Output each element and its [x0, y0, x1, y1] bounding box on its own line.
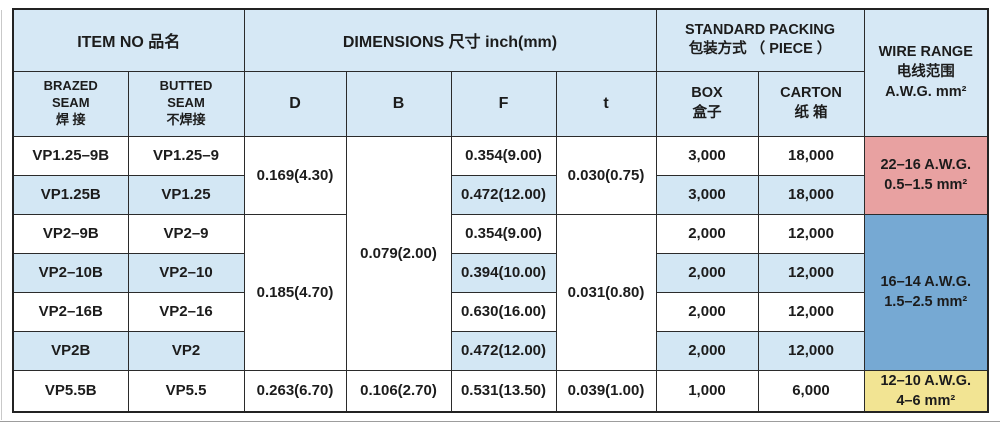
butted-cell: VP1.25: [127, 174, 245, 215]
carton-cell: 18,000: [757, 135, 865, 176]
dim-t-cell: 0.031(0.80): [555, 213, 657, 371]
dim-d-cell: 0.263(6.70): [243, 369, 347, 413]
wire-range-cell: 16–14 A.W.G. 1.5–2.5 mm²: [863, 213, 989, 371]
dim-d-cell: 0.169(4.30): [243, 135, 347, 215]
dim-f-cell: 0.472(12.00): [450, 174, 557, 215]
butted-cell: VP2–10: [127, 252, 245, 293]
table-row: VP1.25–9B VP1.25–9 0.169(4.30) 0.079(2.0…: [12, 135, 989, 371]
table-row: VP2–16B VP2–16 0.630(16.00) 2,000 12,000: [12, 291, 988, 332]
dim-b-cell: 0.079(2.00): [345, 135, 452, 371]
dim-b-cell: 0.106(2.70): [345, 369, 452, 413]
box-cell: 3,000: [655, 135, 759, 176]
standard-packing-header: STANDARD PACKING 包装方式 （ PIECE ）: [655, 8, 865, 72]
col-f-header: F: [450, 70, 557, 137]
box-cell: 2,000: [655, 291, 759, 332]
page-bottom-rule: [0, 421, 1000, 422]
carton-cell: 6,000: [757, 369, 865, 413]
dim-f-cell: 0.531(13.50): [450, 369, 557, 413]
carton-cell: 12,000: [757, 291, 865, 332]
box-cell: 1,000: [655, 369, 759, 413]
wire-range-cell: 12–10 A.W.G. 4–6 mm²: [863, 369, 989, 413]
dim-f-cell: 0.354(9.00): [450, 135, 557, 176]
butted-cell: VP2–9: [127, 213, 245, 254]
brazed-cell: VP2–16B: [12, 291, 129, 332]
brazed-cell: VP1.25B: [12, 174, 129, 215]
brazed-cell: VP2–10B: [12, 252, 129, 293]
butted-cell: VP1.25–9: [127, 135, 245, 176]
page-edge-line: [1, 10, 2, 420]
box-cell: 2,000: [655, 252, 759, 293]
table-row: VP2B VP2 0.472(12.00) 2,000 12,000: [12, 330, 988, 371]
col-d-header: D: [243, 70, 347, 137]
dim-f-cell: 0.630(16.00): [450, 291, 557, 332]
table-row: VP5.5B VP5.5 0.263(6.70) 0.106(2.70) 0.5…: [12, 369, 989, 413]
dim-t-cell: 0.039(1.00): [555, 369, 657, 413]
item-no-header: ITEM NO 品名: [12, 8, 245, 72]
brazed-cell: VP1.25–9B: [12, 135, 129, 176]
wire-range-header: WIRE RANGE 电线范围 A.W.G. mm²: [863, 8, 989, 137]
table-row: VP1.25B VP1.25 0.472(12.00) 3,000 18,000: [12, 174, 988, 215]
carton-cell: 18,000: [757, 174, 865, 215]
wire-range-cell: 22–16 A.W.G. 0.5–1.5 mm²: [863, 135, 989, 215]
box-cell: 3,000: [655, 174, 759, 215]
table-row: VP2–10B VP2–10 0.394(10.00) 2,000 12,000: [12, 252, 988, 293]
box-cell: 2,000: [655, 213, 759, 254]
brazed-cell: VP5.5B: [12, 369, 129, 413]
brazed-seam-header: BRAZED SEAM 焊 接: [12, 70, 129, 137]
butted-cell: VP2–16: [127, 291, 245, 332]
butted-seam-header: BUTTED SEAM 不焊接: [127, 70, 245, 137]
dim-f-cell: 0.354(9.00): [450, 213, 557, 254]
box-cell: 2,000: [655, 330, 759, 371]
dim-d-cell: 0.185(4.70): [243, 213, 347, 371]
col-t-header: t: [555, 70, 657, 137]
header-column-row: BRAZED SEAM 焊 接 BUTTED SEAM 不焊接 D B F t …: [12, 70, 988, 137]
col-b-header: B: [345, 70, 452, 137]
header-group-row: ITEM NO 品名 DIMENSIONS 尺寸 inch(mm) STANDA…: [12, 8, 989, 137]
dim-f-cell: 0.394(10.00): [450, 252, 557, 293]
butted-cell: VP2: [127, 330, 245, 371]
carton-cell: 12,000: [757, 213, 865, 254]
carton-cell: 12,000: [757, 330, 865, 371]
dimensions-header: DIMENSIONS 尺寸 inch(mm): [243, 8, 657, 72]
carton-header: CARTON 纸 箱: [757, 70, 865, 137]
brazed-cell: VP2B: [12, 330, 129, 371]
carton-cell: 12,000: [757, 252, 865, 293]
table-row: VP2–9B VP2–9 0.185(4.70) 0.354(9.00) 0.0…: [12, 213, 989, 371]
brazed-cell: VP2–9B: [12, 213, 129, 254]
butted-cell: VP5.5: [127, 369, 245, 413]
dim-t-cell: 0.030(0.75): [555, 135, 657, 215]
dim-f-cell: 0.472(12.00): [450, 330, 557, 371]
box-header: BOX 盒子: [655, 70, 759, 137]
spec-table: ITEM NO 品名 DIMENSIONS 尺寸 inch(mm) STANDA…: [12, 8, 989, 414]
